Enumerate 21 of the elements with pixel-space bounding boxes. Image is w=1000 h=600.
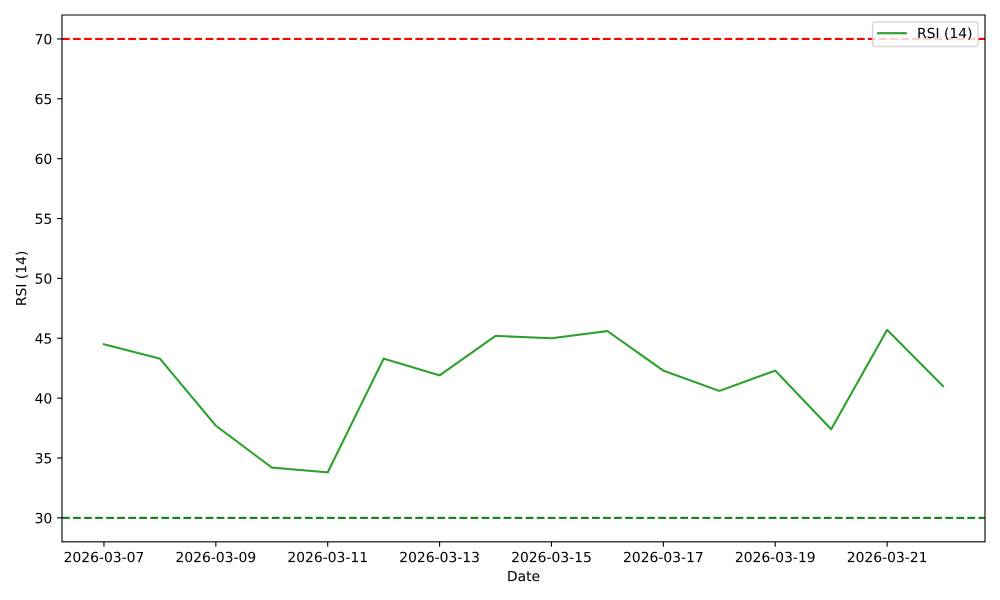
x-tick-label: 2026-03-13: [400, 552, 479, 562]
x-tick-label: 2026-03-17: [624, 552, 703, 562]
x-tick-label: 2026-03-19: [736, 552, 815, 562]
y-tick-label: 35: [36, 452, 52, 464]
y-tick-label: 65: [36, 94, 52, 104]
y-tick-label: 45: [35, 333, 52, 344]
legend-label: RSI (14): [918, 28, 972, 40]
x-tick-label: 2026-03-11: [288, 552, 367, 562]
x-tick-label: 2026-03-21: [848, 552, 926, 562]
x-tick-label: 2026-03-15: [512, 552, 591, 562]
x-tick-label: 2026-03-07: [64, 552, 144, 562]
y-tick-label: 30: [36, 512, 52, 524]
y-tick-label: 60: [36, 154, 52, 164]
y-tick-label: 50: [36, 273, 52, 284]
y-tick-label: 70: [36, 34, 52, 44]
y-tick-label: 55: [36, 214, 52, 224]
y-axis-title: RSI (14): [16, 252, 28, 305]
x-axis-title: Date: [508, 570, 540, 582]
x-tick-label: 2026-03-09: [176, 552, 256, 562]
y-tick-label: 40: [35, 393, 52, 404]
line-series: [102, 328, 944, 474]
